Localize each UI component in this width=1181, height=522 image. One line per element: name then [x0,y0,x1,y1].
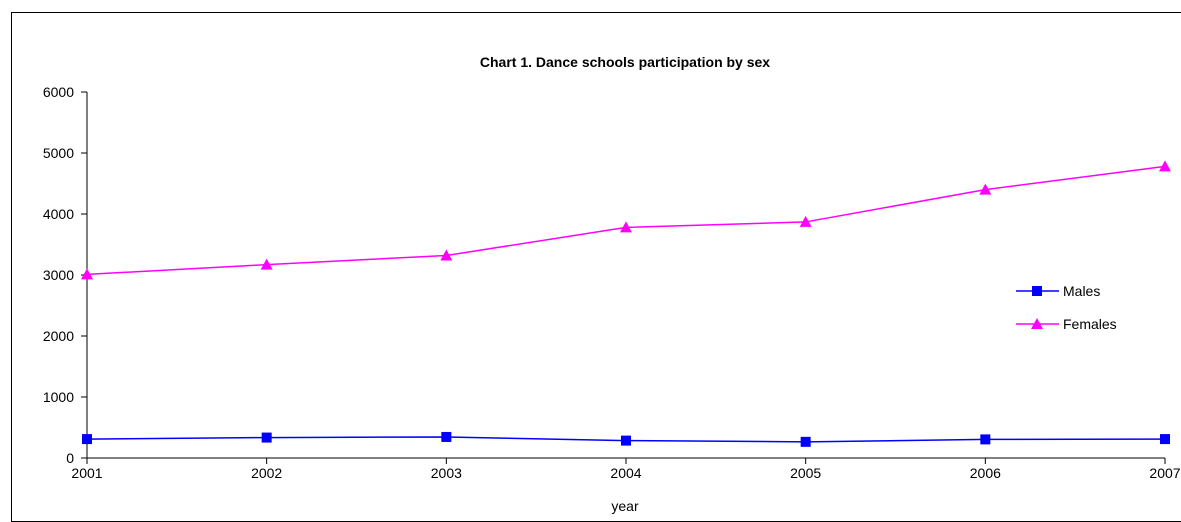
x-tick-label: 2005 [790,465,821,481]
x-tick-label: 2001 [71,465,102,481]
data-point-females [1159,160,1171,172]
data-point-females [620,221,632,233]
data-point-females [979,183,992,195]
legend-marker-males [1032,286,1042,296]
data-point-males [800,436,811,447]
data-point-males [980,434,991,445]
data-point-females [799,215,812,227]
series-females [81,160,1171,280]
x-tick-label: 2007 [1149,465,1180,481]
axes: 0 1000 2000 3000 4000 5000 6000 2001 2002 2003 200… [43,84,1181,481]
x-tick-label: 2004 [610,465,641,481]
series-line-females [86,165,1166,276]
legend-marker-females [1031,318,1043,329]
y-tick-label: 5000 [43,145,74,161]
y-tick-label: 6000 [43,84,74,100]
series-males [82,431,1170,447]
y-tick-label: 2000 [43,328,74,344]
legend-item-females: Females [1016,316,1117,332]
chart-title: Chart 1. Dance schools participation by … [480,54,770,70]
y-tick-label: 3000 [43,267,74,283]
data-point-males [82,434,92,445]
x-tick-label: 2002 [251,465,282,481]
y-tick-label: 1000 [43,389,74,405]
legend-label-females: Females [1063,316,1117,332]
legend-label-males: Males [1063,283,1100,299]
data-point-males [1160,434,1170,445]
x-axis-label: year [611,498,639,514]
legend: Males Females [1016,283,1117,332]
data-point-males [261,432,272,443]
y-tick-label: 0 [66,450,74,466]
series-layer [81,160,1171,447]
data-point-females [81,268,93,280]
data-point-females [440,249,453,261]
x-tick-label: 2003 [431,465,462,481]
data-point-males [441,431,452,442]
y-tick-label: 4000 [43,206,74,222]
data-point-males [621,435,631,446]
data-point-females [260,258,273,270]
legend-item-males: Males [1016,283,1100,299]
x-tick-label: 2006 [970,465,1001,481]
